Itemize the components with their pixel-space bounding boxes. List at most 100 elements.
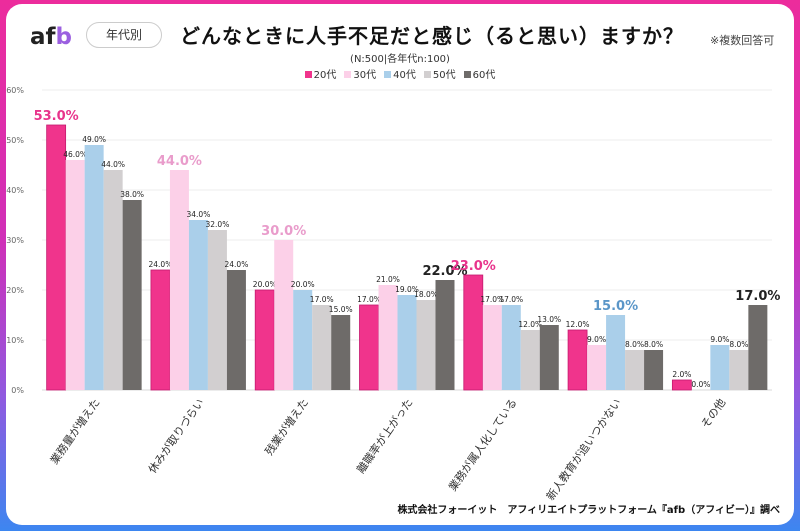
legend-swatch [344, 71, 352, 78]
data-label: 12.0% [518, 320, 542, 329]
data-label: 17.0% [499, 295, 523, 304]
bar [748, 305, 768, 390]
legend-item: 50代 [423, 66, 456, 81]
bar [103, 170, 123, 390]
data-label: 15.0% [329, 305, 353, 314]
bar [606, 315, 626, 390]
source-footer: 株式会社フォーイット アフィリエイトプラットフォーム『afb（アフィビー）』調べ [397, 505, 780, 516]
bar [501, 305, 521, 390]
logo-text-accent: b [55, 24, 72, 50]
bar [587, 345, 607, 390]
highlight-data-label: 53.0% [34, 109, 79, 124]
chart-legend: 20代 30代 40代 50代 60代 [0, 66, 800, 81]
bar [539, 325, 559, 390]
bar [331, 315, 351, 390]
data-label: 17.0% [480, 295, 504, 304]
x-category-label: 業務が属人化している [445, 396, 519, 494]
bar [226, 270, 246, 390]
afb-logo: afb [30, 24, 72, 50]
data-label: 8.0% [729, 340, 748, 349]
y-tick-label: 30% [6, 236, 24, 245]
data-label: 21.0% [376, 275, 400, 284]
x-category-label: その他 [699, 396, 729, 430]
bar [65, 160, 85, 390]
bar [671, 379, 692, 391]
bar [188, 220, 208, 390]
x-category-label: 新人教育が追いつかない [543, 396, 624, 503]
y-tick-label: 60% [6, 86, 24, 95]
data-label: 8.0% [625, 340, 644, 349]
x-category-label: 残業が増えた [262, 396, 311, 458]
data-label: 20.0% [291, 280, 315, 289]
bar [520, 330, 540, 390]
highlight-data-label: 30.0% [261, 224, 306, 239]
legend-label: 30代 [353, 70, 377, 81]
data-label: 19.0% [395, 285, 419, 294]
data-label: 9.0% [710, 335, 729, 344]
data-label: 46.0% [63, 150, 87, 159]
data-label: 24.0% [149, 260, 173, 269]
bar [359, 304, 379, 391]
bar [482, 305, 502, 390]
bar [567, 329, 588, 391]
data-label: 9.0% [587, 335, 606, 344]
highlight-data-label: 22.0% [422, 264, 467, 279]
legend-swatch [384, 71, 392, 78]
legend-label: 60代 [472, 70, 496, 81]
data-label: 17.0% [357, 295, 381, 304]
bar [254, 289, 275, 391]
bar [644, 350, 664, 390]
chart-title: どんなときに人手不足だと感じ（ると思い）ますか？ [180, 24, 684, 48]
bar [169, 170, 189, 390]
y-tick-label: 20% [6, 286, 24, 295]
logo-text: af [30, 24, 56, 50]
y-tick-label: 10% [6, 336, 24, 345]
bar [84, 145, 104, 390]
legend-item: 30代 [344, 66, 376, 81]
y-tick-label: 50% [6, 136, 24, 145]
data-label: 13.0% [537, 315, 561, 324]
data-label: 17.0% [310, 295, 334, 304]
legend-label: 20代 [313, 70, 337, 81]
legend-swatch [463, 71, 471, 78]
data-label: 8.0% [644, 340, 663, 349]
bar [435, 280, 455, 390]
bar [207, 230, 227, 390]
bar [378, 285, 398, 390]
highlight-data-label: 17.0% [735, 289, 780, 304]
legend-item: 40代 [384, 66, 416, 81]
highlight-data-label: 23.0% [451, 259, 496, 274]
highlight-data-label: 15.0% [593, 299, 638, 314]
highlight-data-label: 44.0% [157, 154, 202, 169]
bar [150, 269, 171, 391]
bar [710, 345, 730, 390]
x-category-label: 休みが取りづらい [145, 396, 207, 476]
filter-pill-age-group[interactable]: 年代別 [86, 22, 162, 48]
legend-item: 60代 [463, 66, 496, 81]
y-tick-label: 0% [11, 386, 24, 395]
y-tick-label: 40% [6, 186, 24, 195]
legend-swatch [304, 71, 312, 78]
data-label: 32.0% [206, 220, 230, 229]
bar [625, 350, 645, 390]
bar [312, 305, 332, 390]
data-label: 12.0% [566, 320, 590, 329]
bar [729, 350, 749, 390]
x-category-label: 業務量が増えた [47, 396, 103, 467]
legend-label: 50代 [432, 70, 456, 81]
data-label: 20.0% [253, 280, 277, 289]
data-label: 0.0% [691, 380, 710, 389]
bar [397, 295, 417, 390]
data-label: 18.0% [414, 290, 438, 299]
bar [416, 300, 436, 390]
data-label: 38.0% [120, 190, 144, 199]
legend-label: 40代 [393, 70, 416, 81]
bar [463, 274, 484, 391]
bar [293, 290, 313, 390]
bar [46, 124, 67, 391]
chart-subtitle: (N:500|各年代n:100) [350, 54, 450, 65]
data-label: 24.0% [225, 260, 249, 269]
data-label: 49.0% [82, 135, 106, 144]
data-label: 44.0% [101, 160, 125, 169]
